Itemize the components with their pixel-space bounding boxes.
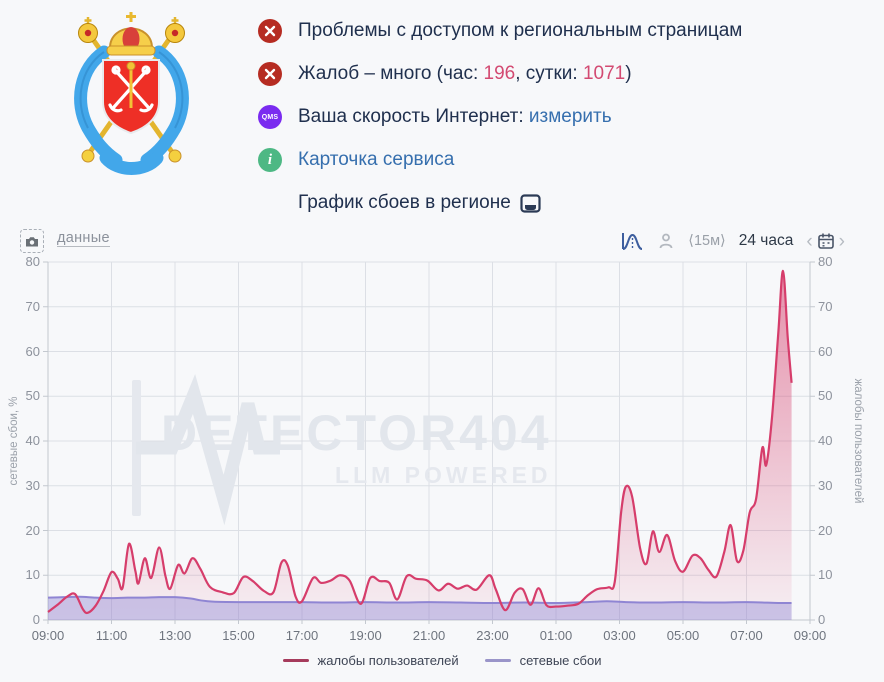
speedtest-label: Ваша скорость Интернет: (298, 106, 529, 127)
graph-title: График сбоев в регионе (298, 192, 511, 213)
y-tick-label: 60 (818, 343, 833, 359)
calendar-icon[interactable] (817, 232, 835, 250)
x-tick-label: 19:00 (349, 628, 382, 643)
x-tick-label: 09:00 (793, 628, 827, 643)
info-badge-icon: i (258, 148, 282, 172)
y-tick-label: 80 (25, 254, 40, 269)
complaints-area (48, 270, 792, 620)
x-tick-label: 11:00 (95, 628, 128, 643)
y-tick-label: 40 (818, 433, 833, 448)
y-tick-label: 20 (818, 522, 833, 538)
y-tick-label: 10 (25, 567, 40, 583)
y-tick-label: 20 (25, 522, 40, 538)
x-tick-label: 01:00 (539, 628, 573, 643)
y-axis-ticks-left: 0 10 20 30 40 50 60 70 80 (0, 222, 40, 682)
status-list: Проблемы с доступом к региональным стран… (258, 17, 742, 232)
complaints-hour-count: 196 (483, 63, 516, 84)
scepter-eagle-icon (78, 17, 185, 43)
y-tick-label: 60 (25, 343, 40, 359)
y-tick-label: 0 (818, 612, 826, 627)
x-tick-label: 15:00 (222, 628, 255, 643)
legend-swatch-network (484, 659, 511, 662)
camera-icon (26, 236, 38, 246)
status-row-graph-title: График сбоев в регионе (258, 189, 742, 217)
x-tick-label: 05:00 (666, 628, 700, 643)
x-tick-label: 17:00 (285, 628, 319, 643)
x-tick-label: 23:00 (476, 628, 509, 643)
user-icon[interactable] (657, 232, 675, 250)
outage-chart-card: данные ⟨15м⟩ 24 часа ‹ (0, 222, 884, 682)
data-link[interactable]: данные (57, 230, 110, 247)
x-tick-label: 09:00 (31, 628, 65, 643)
chart-toolbar: данные ⟨15м⟩ 24 часа ‹ (0, 226, 884, 256)
y-tick-label: 50 (818, 388, 833, 404)
x-tick-label: 07:00 (730, 628, 763, 643)
x-tick-label: 21:00 (412, 628, 446, 643)
legend-item-complaints[interactable]: жалобы пользователей (282, 653, 459, 668)
y-tick-label: 40 (25, 433, 40, 448)
x-tick-label: 03:00 (603, 628, 636, 643)
date-navigator: ‹ › (806, 232, 845, 251)
qms-badge-icon: QMS (258, 105, 282, 129)
chart-legend: жалобы пользователей сетевые сбои (0, 653, 884, 668)
plot-area: DETECTOR404 LLM POWERED (43, 261, 815, 624)
y-axis-ticks-right: 0 10 20 30 40 50 60 70 80 (818, 222, 858, 682)
legend-label-network: сетевые сбои (519, 653, 602, 668)
error-icon (258, 19, 282, 43)
interval-selector[interactable]: ⟨15м⟩ (688, 233, 726, 249)
status-row-speedtest: QMS Ваша скорость Интернет: измерить (258, 103, 742, 131)
speedtest-link[interactable]: измерить (528, 106, 612, 127)
status-row-service-card: i Карточка сервиса (258, 146, 742, 174)
legend-item-network[interactable]: сетевые сбои (484, 653, 602, 668)
status-row-access: Проблемы с доступом к региональным стран… (258, 17, 742, 45)
y-tick-label: 10 (818, 567, 833, 583)
y-tick-label: 80 (818, 254, 833, 269)
screenshot-button[interactable] (20, 229, 44, 253)
y-tick-label: 30 (818, 477, 833, 493)
status-row-complaints: Жалоб – много (час: 196, сутки: 1071) (258, 60, 742, 88)
y-tick-label: 30 (25, 477, 40, 493)
legend-label-complaints: жалобы пользователей (317, 653, 459, 668)
y-tick-label: 70 (818, 298, 833, 314)
spb-coat-of-arms (74, 12, 189, 175)
x-tick-label: 13:00 (158, 628, 192, 643)
complaints-line (47, 269, 793, 615)
distribution-chart-icon[interactable] (620, 230, 644, 252)
open-window-icon[interactable] (520, 193, 541, 213)
outage-chart[interactable] (47, 262, 810, 620)
network-line (47, 595, 792, 605)
calendar-prev-icon[interactable]: ‹ (806, 230, 813, 252)
y-tick-label: 50 (25, 388, 40, 404)
status-complaints-text: Жалоб – много (час: 196, сутки: 1071) (298, 63, 632, 84)
error-icon (258, 62, 282, 86)
imperial-crown-icon (106, 12, 156, 56)
y-tick-label: 70 (25, 298, 40, 314)
calendar-next-icon[interactable]: › (838, 230, 845, 252)
complaints-day-count: 1071 (582, 63, 626, 84)
service-card-link[interactable]: Карточка сервиса (298, 149, 455, 170)
range-label[interactable]: 24 часа (738, 232, 794, 249)
y-tick-label: 0 (32, 612, 40, 627)
legend-swatch-complaints (282, 659, 309, 662)
status-access-text: Проблемы с доступом к региональным стран… (298, 20, 743, 41)
